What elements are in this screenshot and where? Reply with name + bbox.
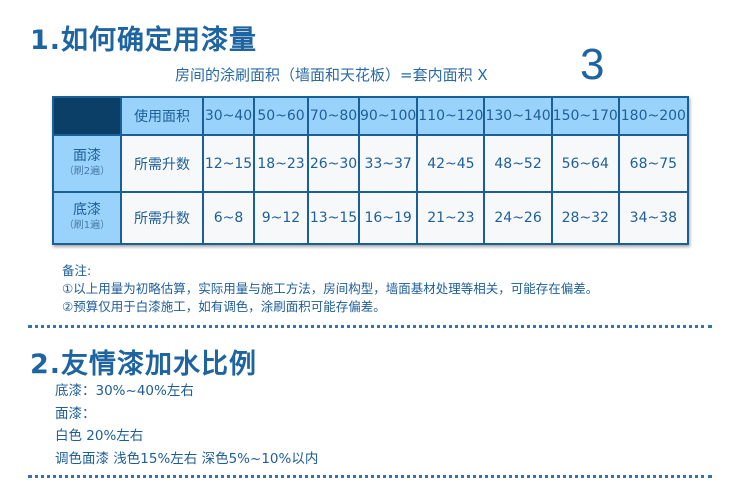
row-label: 底漆 （刷1遍） <box>52 191 122 245</box>
dotted-divider <box>28 325 712 328</box>
table-cell: 9~12 <box>253 191 309 245</box>
table-cell: 68~75 <box>617 134 689 193</box>
header-cell: 90~100 <box>357 96 419 136</box>
table-cell: 16~19 <box>357 191 419 245</box>
row-name: 面漆 <box>73 147 101 164</box>
row-unit-label: 所需升数 <box>120 191 204 245</box>
row-note: （刷2遍） <box>63 165 111 177</box>
dotted-divider <box>28 475 712 478</box>
row-note: （刷1遍） <box>63 220 111 231</box>
formula-multiplier: 3 <box>580 40 605 89</box>
table-cell: 33~37 <box>357 134 419 193</box>
header-cell: 150~170 <box>550 96 620 136</box>
table-row-topcoat: 面漆 （刷2遍） 所需升数 12~15 18~23 26~30 33~37 42~… <box>52 134 689 193</box>
water-ratio-list: 底漆：30%~40%左右 面漆： 白色 20%左右 调色面漆 浅色15%左右 深… <box>55 380 318 470</box>
section1-title: 1.如何确定用漆量 <box>30 25 258 56</box>
table-row-primer: 底漆 （刷1遍） 所需升数 6~8 9~12 13~15 16~19 21~23 … <box>52 191 689 245</box>
row-label: 面漆 （刷2遍） <box>52 134 122 193</box>
ratio-line: 调色面漆 浅色15%左右 深色5%~10%以内 <box>55 450 319 467</box>
table-cell: 28~32 <box>550 191 620 245</box>
row-name: 底漆 <box>73 202 101 218</box>
table-cell: 6~8 <box>202 191 255 245</box>
ratio-line: 面漆： <box>55 405 96 422</box>
row-unit-label: 所需升数 <box>120 134 204 193</box>
note-item: ②预算仅用于白漆施工，如有调色，涂刷面积可能存偏差。 <box>62 299 386 314</box>
table-cell: 34~38 <box>617 191 689 245</box>
table-cell: 48~52 <box>483 134 553 193</box>
table-cell: 13~15 <box>307 191 360 245</box>
paint-usage-table: 使用面积 30~40 50~60 70~80 90~100 110~120 13… <box>52 96 689 245</box>
table-cell: 56~64 <box>550 134 620 193</box>
table-cell: 42~45 <box>416 134 486 193</box>
notes-title: 备注: <box>62 263 92 278</box>
header-cell: 使用面积 <box>120 96 204 136</box>
ratio-line: 底漆：30%~40%左右 <box>55 383 194 399</box>
header-cell: 70~80 <box>307 96 360 136</box>
header-cell: 30~40 <box>202 96 255 136</box>
notes: 备注: ①以上用量为初略估算，实际用量与施工方法，房间构型，墙面基材处理等相关，… <box>62 262 598 316</box>
formula-text: 房间的涂刷面积（墙面和天花板）=套内面积 X <box>175 66 488 84</box>
table-cell: 12~15 <box>202 134 255 193</box>
table-corner <box>52 96 122 136</box>
table-cell: 18~23 <box>253 134 309 193</box>
header-cell: 110~120 <box>416 96 486 136</box>
table-header-row: 使用面积 30~40 50~60 70~80 90~100 110~120 13… <box>52 96 689 136</box>
section2-title: 2.友情漆加水比例 <box>30 349 258 380</box>
table-cell: 21~23 <box>416 191 486 245</box>
note-item: ①以上用量为初略估算，实际用量与施工方法，房间构型，墙面基材处理等相关，可能存在… <box>62 281 599 296</box>
header-cell: 180~200 <box>617 96 689 136</box>
ratio-line: 白色 20%左右 <box>55 428 144 444</box>
table-cell: 26~30 <box>307 134 360 193</box>
table-cell: 24~26 <box>483 191 553 245</box>
header-cell: 130~140 <box>483 96 553 136</box>
header-cell: 50~60 <box>253 96 309 136</box>
